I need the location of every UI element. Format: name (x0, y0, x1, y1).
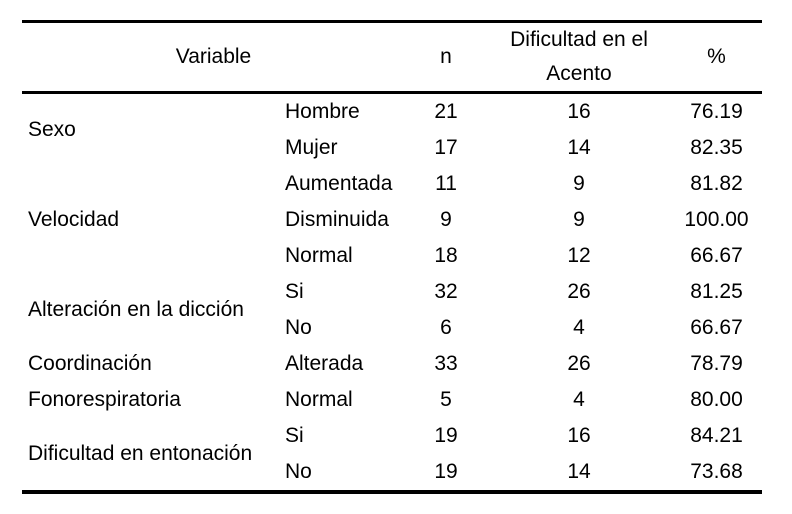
n-value: 21 (434, 100, 458, 123)
table-row: Mujer 17 14 82.35 (22, 130, 762, 166)
group-label-alteracion-diccion: Alteración en la dicción (28, 298, 244, 321)
table-row: Dificultad en entonación Si 19 16 84.21 (22, 418, 762, 465)
group-label-velocidad: Velocidad (28, 208, 120, 231)
group-label-coordinacion-fonorespiratoria: Coordinación Fonorespiratoria (28, 352, 181, 411)
table-row: Coordinación Fonorespiratoria Alterada 3… (22, 346, 762, 411)
category-cell: Normal (285, 244, 353, 267)
table-row: Disminuida 9 9 100.00 (22, 202, 762, 238)
table-row: Velocidad Aumentada 11 9 81.82 (22, 166, 762, 231)
header-variable: Variable (22, 21, 405, 94)
percent-value: 78.79 (690, 352, 743, 375)
dificultad-value: 16 (567, 424, 591, 447)
category-cell: No (285, 316, 312, 339)
dificultad-value: 14 (567, 136, 591, 159)
category-cell: Alterada (285, 352, 364, 375)
dificultad-value: 26 (567, 280, 591, 303)
n-value: 19 (434, 460, 458, 483)
percent-value: 66.67 (690, 316, 743, 339)
dificultad-value: 9 (573, 172, 585, 195)
percent-value: 76.19 (690, 100, 743, 123)
percent-value: 81.25 (690, 280, 743, 303)
dificultad-value: 16 (567, 100, 591, 123)
n-value: 17 (434, 136, 458, 159)
n-value: 9 (440, 208, 452, 231)
table-row: No 6 4 66.67 (22, 310, 762, 346)
table-row: Alteración en la dicción Si 32 26 81.25 (22, 274, 762, 321)
variables-table: Variable n Dificultad en el Acento % Sex… (22, 20, 762, 494)
percent-value: 80.00 (690, 388, 743, 411)
table-header: Variable n Dificultad en el Acento % (22, 21, 762, 94)
header-n: n (405, 21, 487, 94)
percent-value: 82.35 (690, 136, 743, 159)
category-cell: Hombre (285, 100, 360, 123)
n-value: 6 (440, 316, 452, 339)
percent-value: 73.68 (690, 460, 743, 483)
n-value: 32 (434, 280, 458, 303)
category-cell: No (285, 460, 312, 483)
percent-value: 84.21 (690, 424, 743, 447)
dificultad-value: 9 (573, 208, 585, 231)
category-cell: Si (285, 280, 304, 303)
category-cell: Normal (285, 388, 353, 411)
n-value: 11 (435, 172, 457, 195)
group-label-dificultad-entonacion: Dificultad en entonación (28, 442, 253, 465)
category-cell: Aumentada (285, 172, 393, 195)
percent-value: 81.82 (690, 172, 743, 195)
n-value: 18 (434, 244, 458, 267)
percent-value: 100.00 (684, 208, 749, 231)
category-cell: Disminuida (285, 208, 389, 231)
dificultad-value: 14 (567, 460, 591, 483)
table-body: Sexo Hombre 21 16 76.19 Mujer 17 14 82.3… (22, 93, 762, 493)
table-row: Normal 5 4 80.00 (22, 382, 762, 418)
group-label-sexo: Sexo (28, 118, 76, 141)
n-value: 19 (434, 424, 458, 447)
category-cell: Si (285, 424, 304, 447)
n-value: 33 (434, 352, 458, 375)
n-value: 5 (440, 388, 452, 411)
dificultad-value: 4 (573, 388, 585, 411)
dificultad-value: 4 (573, 316, 585, 339)
table-row: Normal 18 12 66.67 (22, 238, 762, 274)
category-cell: Mujer (285, 136, 338, 159)
dificultad-value: 12 (567, 244, 591, 267)
percent-value: 66.67 (690, 244, 743, 267)
header-dificultad-acento: Dificultad en el Acento (487, 21, 671, 94)
table-row: No 19 14 73.68 (22, 454, 762, 492)
dificultad-value: 26 (567, 352, 591, 375)
header-row: Variable n Dificultad en el Acento % (22, 21, 762, 94)
header-percent: % (671, 21, 762, 94)
table-row: Sexo Hombre 21 16 76.19 (22, 93, 762, 141)
